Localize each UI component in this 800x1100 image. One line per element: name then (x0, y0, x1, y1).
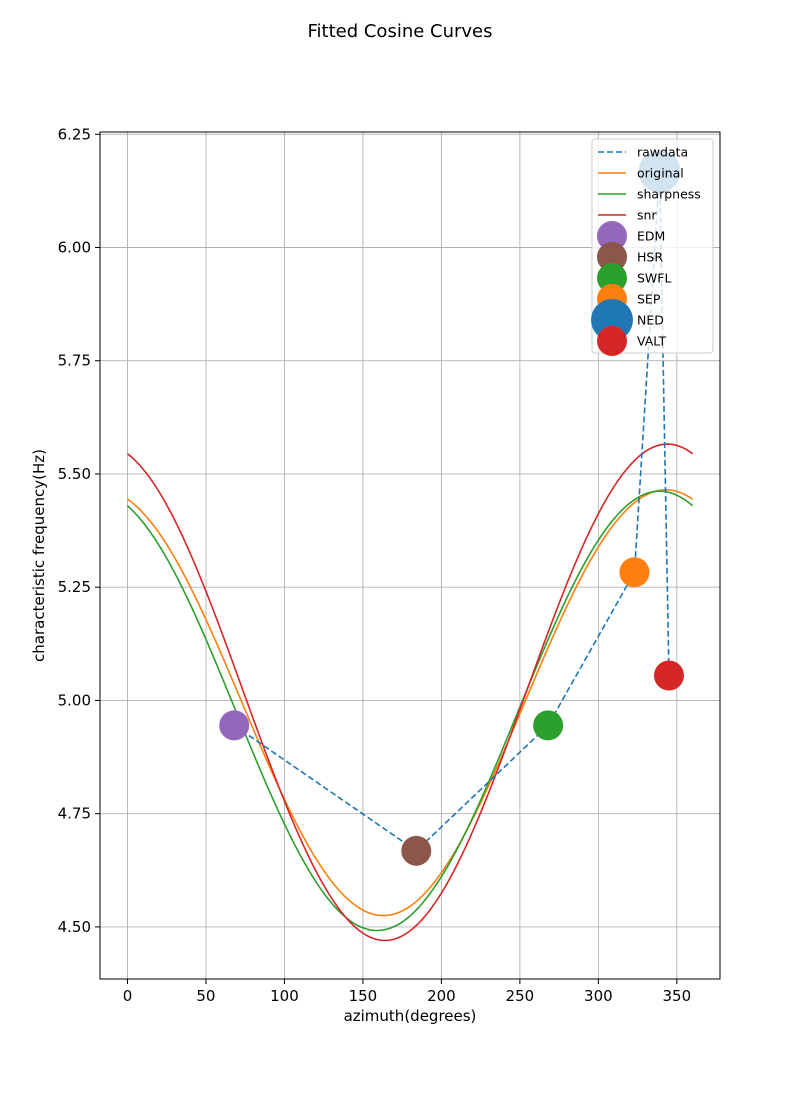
plot-frame (99, 131, 721, 980)
legend-label-snr: snr (637, 208, 657, 223)
legend-label-hsr: HSR (637, 250, 663, 265)
legend-label-rawdata: rawdata (637, 145, 688, 160)
marker-swfl (533, 710, 564, 741)
legend-label-sep: SEP (637, 292, 661, 307)
y-tick-label: 6.25 (58, 125, 91, 143)
y-tick-label: 4.75 (58, 805, 91, 823)
legend-label-valt: VALT (637, 334, 667, 349)
y-tick-label: 5.00 (58, 691, 91, 709)
x-tick-label: 200 (427, 987, 456, 1005)
legend-marker-edm (597, 221, 627, 251)
curve-snr (126, 443, 693, 942)
x-tick-label: 100 (270, 987, 299, 1005)
legend-marker-valt (597, 326, 627, 356)
y-tick-label: 6.00 (58, 239, 91, 257)
legend-label-sharpness: sharpness (637, 187, 701, 202)
y-axis-label: characteristic frequency(Hz) (30, 449, 48, 662)
fitted-curves (126, 443, 694, 942)
legend: rawdata original sharpness snr EDM HSR SWFL SEP… (591, 138, 714, 356)
x-tick-label: 300 (584, 987, 613, 1005)
marker-valt (653, 660, 684, 691)
y-tick-label: 5.75 (58, 352, 91, 370)
legend-label-swfl: SWFL (637, 271, 671, 286)
x-tick-label: 0 (123, 987, 133, 1005)
x-axis-label: azimuth(degrees) (344, 1007, 477, 1025)
x-tick-label: 150 (349, 987, 378, 1005)
marker-sep (619, 557, 650, 588)
chart-title: Fitted Cosine Curves (307, 21, 492, 42)
x-tick-label: 250 (506, 987, 535, 1005)
curve-original (126, 489, 693, 917)
y-tick-label: 5.50 (58, 465, 91, 483)
marker-edm (219, 710, 250, 741)
legend-marker-swfl (597, 263, 627, 293)
legend-marker-hsr (597, 242, 627, 272)
legend-label-original: original (637, 166, 684, 181)
marker-hsr (401, 835, 432, 866)
y-axis: 4.50 4.75 5.00 5.25 5.50 5.75 6.00 6.25 (58, 125, 100, 936)
legend-label-ned: NED (637, 313, 664, 328)
curve-sharpness (126, 490, 694, 932)
y-tick-label: 4.50 (58, 918, 91, 936)
legend-label-edm: EDM (637, 229, 665, 244)
grid (100, 132, 720, 979)
y-tick-label: 5.25 (58, 578, 91, 596)
x-tick-label: 50 (196, 987, 215, 1005)
x-tick-label: 350 (663, 987, 692, 1005)
x-axis: 0 50 100 150 200 250 300 350 (123, 979, 691, 1005)
